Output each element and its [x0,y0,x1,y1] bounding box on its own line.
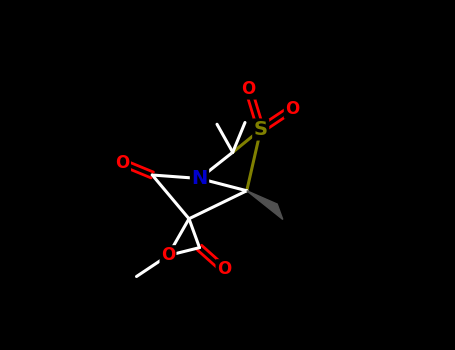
Text: N: N [192,169,207,188]
Text: O: O [241,80,256,98]
Text: O: O [161,246,175,265]
Text: S: S [254,120,268,139]
Text: O: O [217,260,231,279]
Polygon shape [247,191,283,219]
Text: O: O [116,154,130,172]
Text: O: O [285,99,299,118]
